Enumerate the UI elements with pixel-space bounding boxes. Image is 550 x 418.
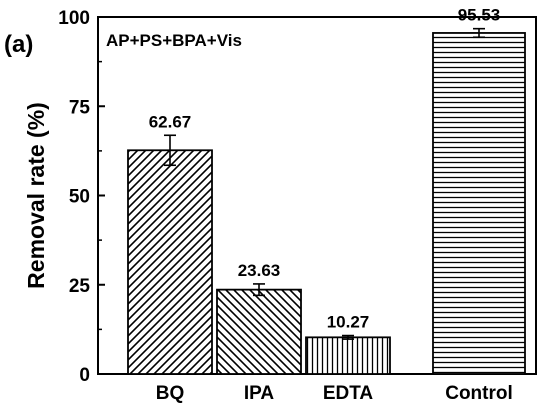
y-tick-label: 0 [79,365,90,386]
x-tick-label-bq: BQ [156,383,185,404]
data-label-ipa: 23.63 [238,261,281,280]
bar-control [432,32,526,375]
bar-bq [127,149,213,375]
bars-group [127,32,526,375]
data-label-edta: 10.27 [327,313,370,332]
x-tick-label-ipa: IPA [244,383,275,404]
y-tick-label: 50 [69,187,90,208]
y-tick-label: 75 [69,97,91,118]
data-labels-group: 62.67 23.63 10.27 95.53 [149,6,501,332]
y-axis-ticks: 0 25 50 75 100 [58,8,105,386]
x-tick-label-control: Control [445,383,513,404]
y-tick-label: 25 [69,276,91,297]
bar-ipa [216,288,302,375]
data-label-control: 95.53 [458,6,501,25]
x-tick-label-edta: EDTA [323,383,374,404]
data-label-bq: 62.67 [149,112,192,131]
panel-label: (a) [4,31,33,58]
condition-annotation: AP+PS+BPA+Vis [106,31,242,50]
y-axis-title: Removal rate (%) [23,102,49,289]
bar-edta [305,336,391,375]
y-tick-label: 100 [58,8,90,29]
error-bars-group [164,27,485,340]
